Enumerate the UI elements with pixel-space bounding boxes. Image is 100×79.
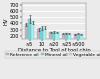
Bar [77, 34, 80, 48]
Bar [40, 28, 43, 48]
X-axis label: Distance to Tool of tool chip: Distance to Tool of tool chip [18, 48, 90, 53]
Legend: Reference oil, Mineral oil, Vegetable oil: Reference oil, Mineral oil, Vegetable oi… [5, 51, 100, 58]
Bar [74, 34, 77, 48]
Bar [68, 34, 71, 48]
Bar [65, 33, 68, 48]
Bar [56, 32, 58, 48]
Bar [43, 28, 46, 48]
Bar [25, 24, 28, 48]
Bar [28, 19, 31, 48]
Bar [80, 34, 83, 48]
Bar [52, 32, 56, 48]
Bar [37, 29, 40, 48]
Bar [49, 32, 52, 48]
Y-axis label: HV: HV [4, 18, 8, 25]
Bar [62, 34, 65, 48]
Bar [31, 23, 34, 48]
